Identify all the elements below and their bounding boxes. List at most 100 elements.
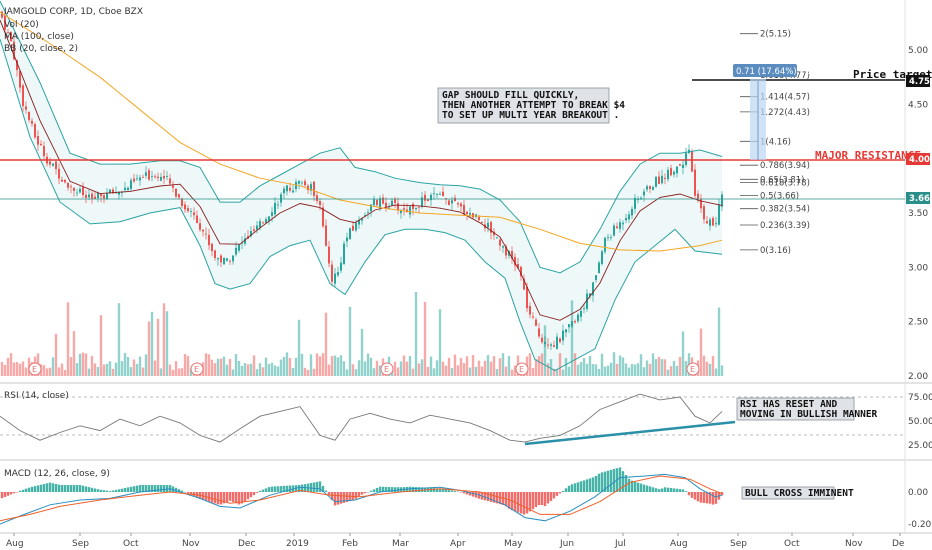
volume-bar bbox=[153, 360, 157, 376]
macd-histogram-bar bbox=[591, 477, 595, 492]
macd-histogram-bar bbox=[483, 492, 487, 501]
earnings-marker[interactable] bbox=[686, 362, 700, 376]
volume-bar bbox=[351, 364, 355, 376]
volume-bar bbox=[429, 356, 433, 376]
candle-body bbox=[355, 223, 357, 231]
volume-bar bbox=[639, 354, 643, 376]
volume-bar bbox=[648, 363, 652, 376]
rsi-trendline[interactable] bbox=[524, 420, 736, 446]
volume-bar bbox=[603, 366, 607, 376]
candle-body bbox=[343, 243, 345, 264]
volume-bar bbox=[369, 357, 373, 376]
macd-histogram-bar bbox=[693, 492, 697, 500]
macd-histogram-bar bbox=[156, 485, 160, 492]
macd-histogram-bar bbox=[318, 481, 322, 492]
macd-histogram-bar bbox=[639, 483, 643, 492]
candle-body bbox=[232, 255, 234, 262]
volume-bar bbox=[135, 364, 139, 376]
macd-histogram-bar bbox=[144, 485, 148, 492]
macd-histogram-bar bbox=[618, 467, 622, 492]
candle-body bbox=[625, 218, 627, 221]
macd-histogram-bar bbox=[573, 483, 577, 492]
volume-bar bbox=[486, 355, 490, 376]
macd-note-box bbox=[741, 486, 835, 500]
macd-histogram-bar bbox=[165, 485, 169, 492]
candle-body bbox=[481, 222, 483, 223]
candle-body bbox=[19, 71, 21, 88]
price-tick-label: 2.50 bbox=[908, 318, 928, 328]
macd-histogram-bar bbox=[123, 488, 127, 492]
candle-body bbox=[592, 282, 594, 296]
volume-bar bbox=[630, 364, 634, 376]
macd-histogram-bar bbox=[111, 490, 115, 492]
candle-body bbox=[109, 189, 111, 194]
macd-histogram-bar bbox=[150, 485, 154, 492]
candle-body bbox=[457, 203, 459, 205]
candle-body bbox=[715, 223, 717, 225]
candle-body bbox=[340, 262, 342, 271]
candle-body bbox=[136, 178, 138, 180]
volume-bar bbox=[90, 355, 94, 376]
candle-body bbox=[10, 32, 12, 42]
gap-note-line-1: GAP SHOULD FILL QUICKLY, bbox=[442, 90, 579, 101]
macd-histogram-bar bbox=[78, 485, 82, 492]
macd-histogram-bar bbox=[588, 478, 592, 492]
candle-body bbox=[469, 213, 471, 215]
candle-body bbox=[436, 194, 438, 195]
macd-histogram-bar bbox=[162, 485, 166, 492]
volume-bar bbox=[660, 359, 664, 376]
macd-histogram-bar bbox=[264, 488, 268, 492]
volume-bar bbox=[96, 367, 100, 376]
earnings-marker[interactable] bbox=[28, 362, 42, 376]
macd-histogram-bar bbox=[672, 488, 676, 492]
macd-note: BULL CROSS IMMINENT bbox=[745, 488, 854, 499]
candle-body bbox=[121, 192, 123, 193]
macd-histogram-bar bbox=[621, 471, 625, 492]
volume-bar bbox=[573, 353, 577, 376]
candle-body bbox=[100, 193, 102, 197]
macd-histogram-bar bbox=[57, 484, 61, 492]
candle-body bbox=[628, 214, 630, 220]
volume-bar bbox=[111, 368, 115, 376]
price-target-value: 4.75 bbox=[909, 77, 930, 87]
candle-body bbox=[1, 11, 3, 18]
candle-body bbox=[274, 203, 276, 215]
x-tick-label: May bbox=[504, 539, 523, 549]
macd-histogram-bar bbox=[681, 489, 685, 492]
volume-bar bbox=[312, 368, 316, 376]
earnings-marker[interactable] bbox=[190, 362, 204, 376]
candle-body bbox=[397, 203, 399, 211]
macd-histogram-bar bbox=[363, 492, 367, 494]
volume-bar bbox=[183, 354, 187, 376]
fib-level-label: 0.5(3.66) bbox=[760, 192, 799, 202]
candle-body bbox=[352, 225, 354, 231]
volume-bar bbox=[108, 361, 112, 376]
volume-bar bbox=[561, 369, 565, 376]
candle-body bbox=[550, 344, 552, 346]
macd-histogram-bar bbox=[624, 475, 628, 492]
legend-bb: BB (20, close, 2) bbox=[4, 44, 78, 54]
macd-histogram-bar bbox=[606, 470, 610, 492]
volume-bar bbox=[354, 369, 358, 376]
volume-bar bbox=[162, 303, 166, 376]
candle-body bbox=[580, 311, 582, 317]
macd-histogram-bar bbox=[54, 484, 58, 492]
candle-body bbox=[337, 272, 339, 276]
earnings-marker[interactable] bbox=[515, 362, 529, 376]
macd-histogram-bar bbox=[456, 491, 460, 493]
volume-bar bbox=[228, 359, 232, 376]
volume-bar bbox=[276, 366, 280, 376]
volume-bar bbox=[180, 368, 184, 376]
volume-bar bbox=[702, 355, 706, 376]
candle-body bbox=[97, 192, 99, 199]
volume-bar bbox=[138, 356, 142, 376]
x-tick-label: Feb bbox=[342, 539, 358, 549]
macd-histogram-bar bbox=[69, 485, 73, 492]
volume-bar bbox=[264, 357, 268, 376]
macd-histogram-bar bbox=[183, 492, 187, 493]
fib-level-label: 0.382(3.54) bbox=[760, 205, 810, 215]
price-tick-label: 3.50 bbox=[908, 209, 928, 219]
earnings-marker[interactable] bbox=[380, 362, 394, 376]
volume-bar bbox=[294, 357, 298, 376]
